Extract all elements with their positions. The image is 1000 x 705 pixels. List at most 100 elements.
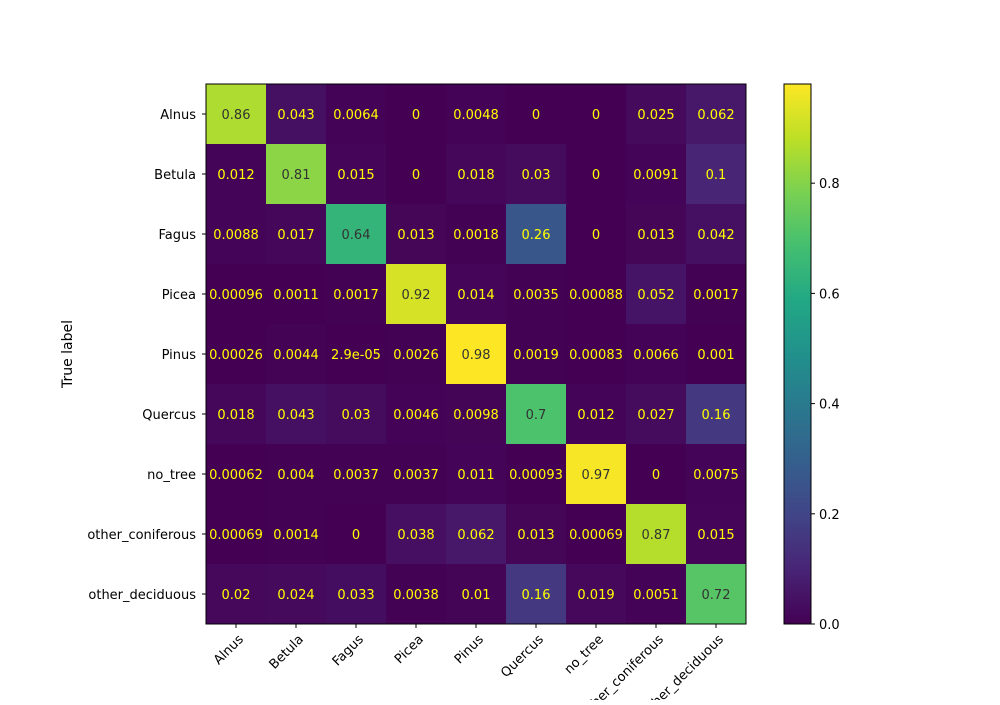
cell-value-label: 0.014 bbox=[457, 288, 494, 303]
cell-value-label: 0 bbox=[412, 168, 420, 183]
cell-value-label: 0.0038 bbox=[393, 588, 439, 603]
cell-value-label: 0.0037 bbox=[333, 468, 379, 483]
heatmap-cell bbox=[566, 264, 627, 325]
heatmap-cell bbox=[386, 384, 447, 445]
cell-value-label: 0.043 bbox=[277, 408, 314, 423]
heatmap-cell bbox=[566, 84, 627, 145]
x-tick-label: Fagus bbox=[330, 632, 367, 669]
heatmap-cell bbox=[326, 204, 387, 265]
heatmap-cell bbox=[626, 84, 687, 145]
heatmap-cell bbox=[326, 564, 387, 625]
heatmap-cell bbox=[686, 324, 747, 385]
heatmap-cell bbox=[566, 504, 627, 565]
cell-value-label: 0 bbox=[532, 108, 540, 123]
heatmap-cell bbox=[446, 384, 507, 445]
cell-value-label: 0.042 bbox=[697, 228, 734, 243]
heatmap-cell bbox=[206, 144, 267, 205]
cell-value-label: 0.26 bbox=[522, 228, 551, 243]
heatmap-cell bbox=[326, 144, 387, 205]
cell-value-label: 0.64 bbox=[342, 228, 371, 243]
cell-value-label: 0.0075 bbox=[693, 468, 739, 483]
heatmap-cell bbox=[686, 504, 747, 565]
x-tick-label: Alnus bbox=[211, 632, 247, 668]
heatmap-cell bbox=[506, 444, 567, 505]
cell-value-label: 0.015 bbox=[337, 168, 374, 183]
cell-value-label: 0.0098 bbox=[453, 408, 499, 423]
heatmap-cell bbox=[686, 564, 747, 625]
cell-value-label: 0.1 bbox=[706, 168, 727, 183]
heatmap-cells bbox=[206, 84, 747, 625]
heatmap-cell bbox=[626, 264, 687, 325]
heatmap-cell bbox=[446, 504, 507, 565]
y-tick-label: Quercus bbox=[142, 408, 196, 423]
heatmap-cell bbox=[326, 384, 387, 445]
cell-value-label: 0.00088 bbox=[569, 288, 623, 303]
cell-value-label: 0.015 bbox=[697, 528, 734, 543]
colorbar-tick-label: 0.2 bbox=[819, 508, 840, 523]
heatmap-cell bbox=[686, 264, 747, 325]
cell-value-label: 0.0064 bbox=[333, 108, 379, 123]
heatmap-cell bbox=[626, 204, 687, 265]
cell-value-label: 0.011 bbox=[457, 468, 494, 483]
heatmap-cell bbox=[566, 444, 627, 505]
cell-value-label: 0.0088 bbox=[213, 228, 259, 243]
y-tick-label: other_coniferous bbox=[87, 528, 196, 543]
colorbar bbox=[783, 83, 812, 625]
x-axis-ticks: Alnus Betula Fagus Picea Pinus Quercus no_tree… bbox=[211, 624, 727, 705]
heatmap-cell bbox=[506, 384, 567, 445]
heatmap-cell bbox=[206, 324, 267, 385]
y-tick-label: Betula bbox=[154, 168, 196, 183]
cell-value-label: 0.0051 bbox=[633, 588, 679, 603]
cell-value-label: 0.0046 bbox=[393, 408, 439, 423]
heatmap-cell bbox=[326, 264, 387, 325]
heatmap-cell bbox=[626, 564, 687, 625]
y-tick-label: no_tree bbox=[147, 468, 196, 483]
heatmap-cell bbox=[506, 264, 567, 325]
heatmap-cell bbox=[386, 264, 447, 325]
heatmap-cell bbox=[686, 444, 747, 505]
heatmap-cell bbox=[566, 324, 627, 385]
cell-value-label: 0.00093 bbox=[509, 468, 563, 483]
heatmap-cell bbox=[206, 84, 267, 145]
cell-value-label: 0.013 bbox=[397, 228, 434, 243]
y-tick-label: Pinus bbox=[162, 348, 197, 363]
cell-value-label: 0.0035 bbox=[513, 288, 559, 303]
x-tick-label: Pinus bbox=[452, 632, 487, 667]
cell-value-label: 0 bbox=[652, 468, 660, 483]
cell-value-label: 0.062 bbox=[697, 108, 734, 123]
heatmap-cell bbox=[266, 444, 327, 505]
cell-value-label: 0 bbox=[352, 528, 360, 543]
heatmap-cell bbox=[326, 504, 387, 565]
cell-value-label: 0.00069 bbox=[209, 528, 263, 543]
cell-value-label: 0.013 bbox=[637, 228, 674, 243]
cell-value-label: 0.027 bbox=[637, 408, 674, 423]
cell-value-label: 0.017 bbox=[277, 228, 314, 243]
colorbar-tick-label: 0.8 bbox=[819, 177, 840, 192]
heatmap-cell bbox=[686, 144, 747, 205]
cell-value-label: 0.00062 bbox=[209, 468, 263, 483]
heatmap-cell bbox=[266, 384, 327, 445]
cell-value-label: 0.00096 bbox=[209, 288, 263, 303]
colorbar-tick-label: 0.4 bbox=[819, 398, 840, 413]
cell-value-label: 0.012 bbox=[577, 408, 614, 423]
cell-value-label: 0.0048 bbox=[453, 108, 499, 123]
cell-value-label: 0.018 bbox=[457, 168, 494, 183]
heatmap-cell bbox=[206, 564, 267, 625]
cell-value-labels: 0.86 0.043 0.0064 0 0.0048 0 0 0.025 0.062 0.012 0… bbox=[209, 108, 739, 603]
cell-value-label: 0.012 bbox=[217, 168, 254, 183]
heatmap-cell bbox=[506, 564, 567, 625]
cell-value-label: 0.01 bbox=[462, 588, 491, 603]
cell-value-label: 0.001 bbox=[697, 348, 734, 363]
heatmap-cell bbox=[386, 324, 447, 385]
heatmap-cell bbox=[566, 564, 627, 625]
heatmap-cell bbox=[386, 564, 447, 625]
cell-value-label: 0.0091 bbox=[633, 168, 679, 183]
cell-value-label: 0.0019 bbox=[513, 348, 559, 363]
cell-value-label: 0.024 bbox=[277, 588, 314, 603]
x-tick-label: Picea bbox=[392, 632, 427, 667]
y-tick-label: Alnus bbox=[160, 108, 196, 123]
heatmap-cell bbox=[626, 384, 687, 445]
heatmap-cell bbox=[266, 264, 327, 325]
heatmap-cell bbox=[506, 324, 567, 385]
heatmap-cell bbox=[326, 324, 387, 385]
